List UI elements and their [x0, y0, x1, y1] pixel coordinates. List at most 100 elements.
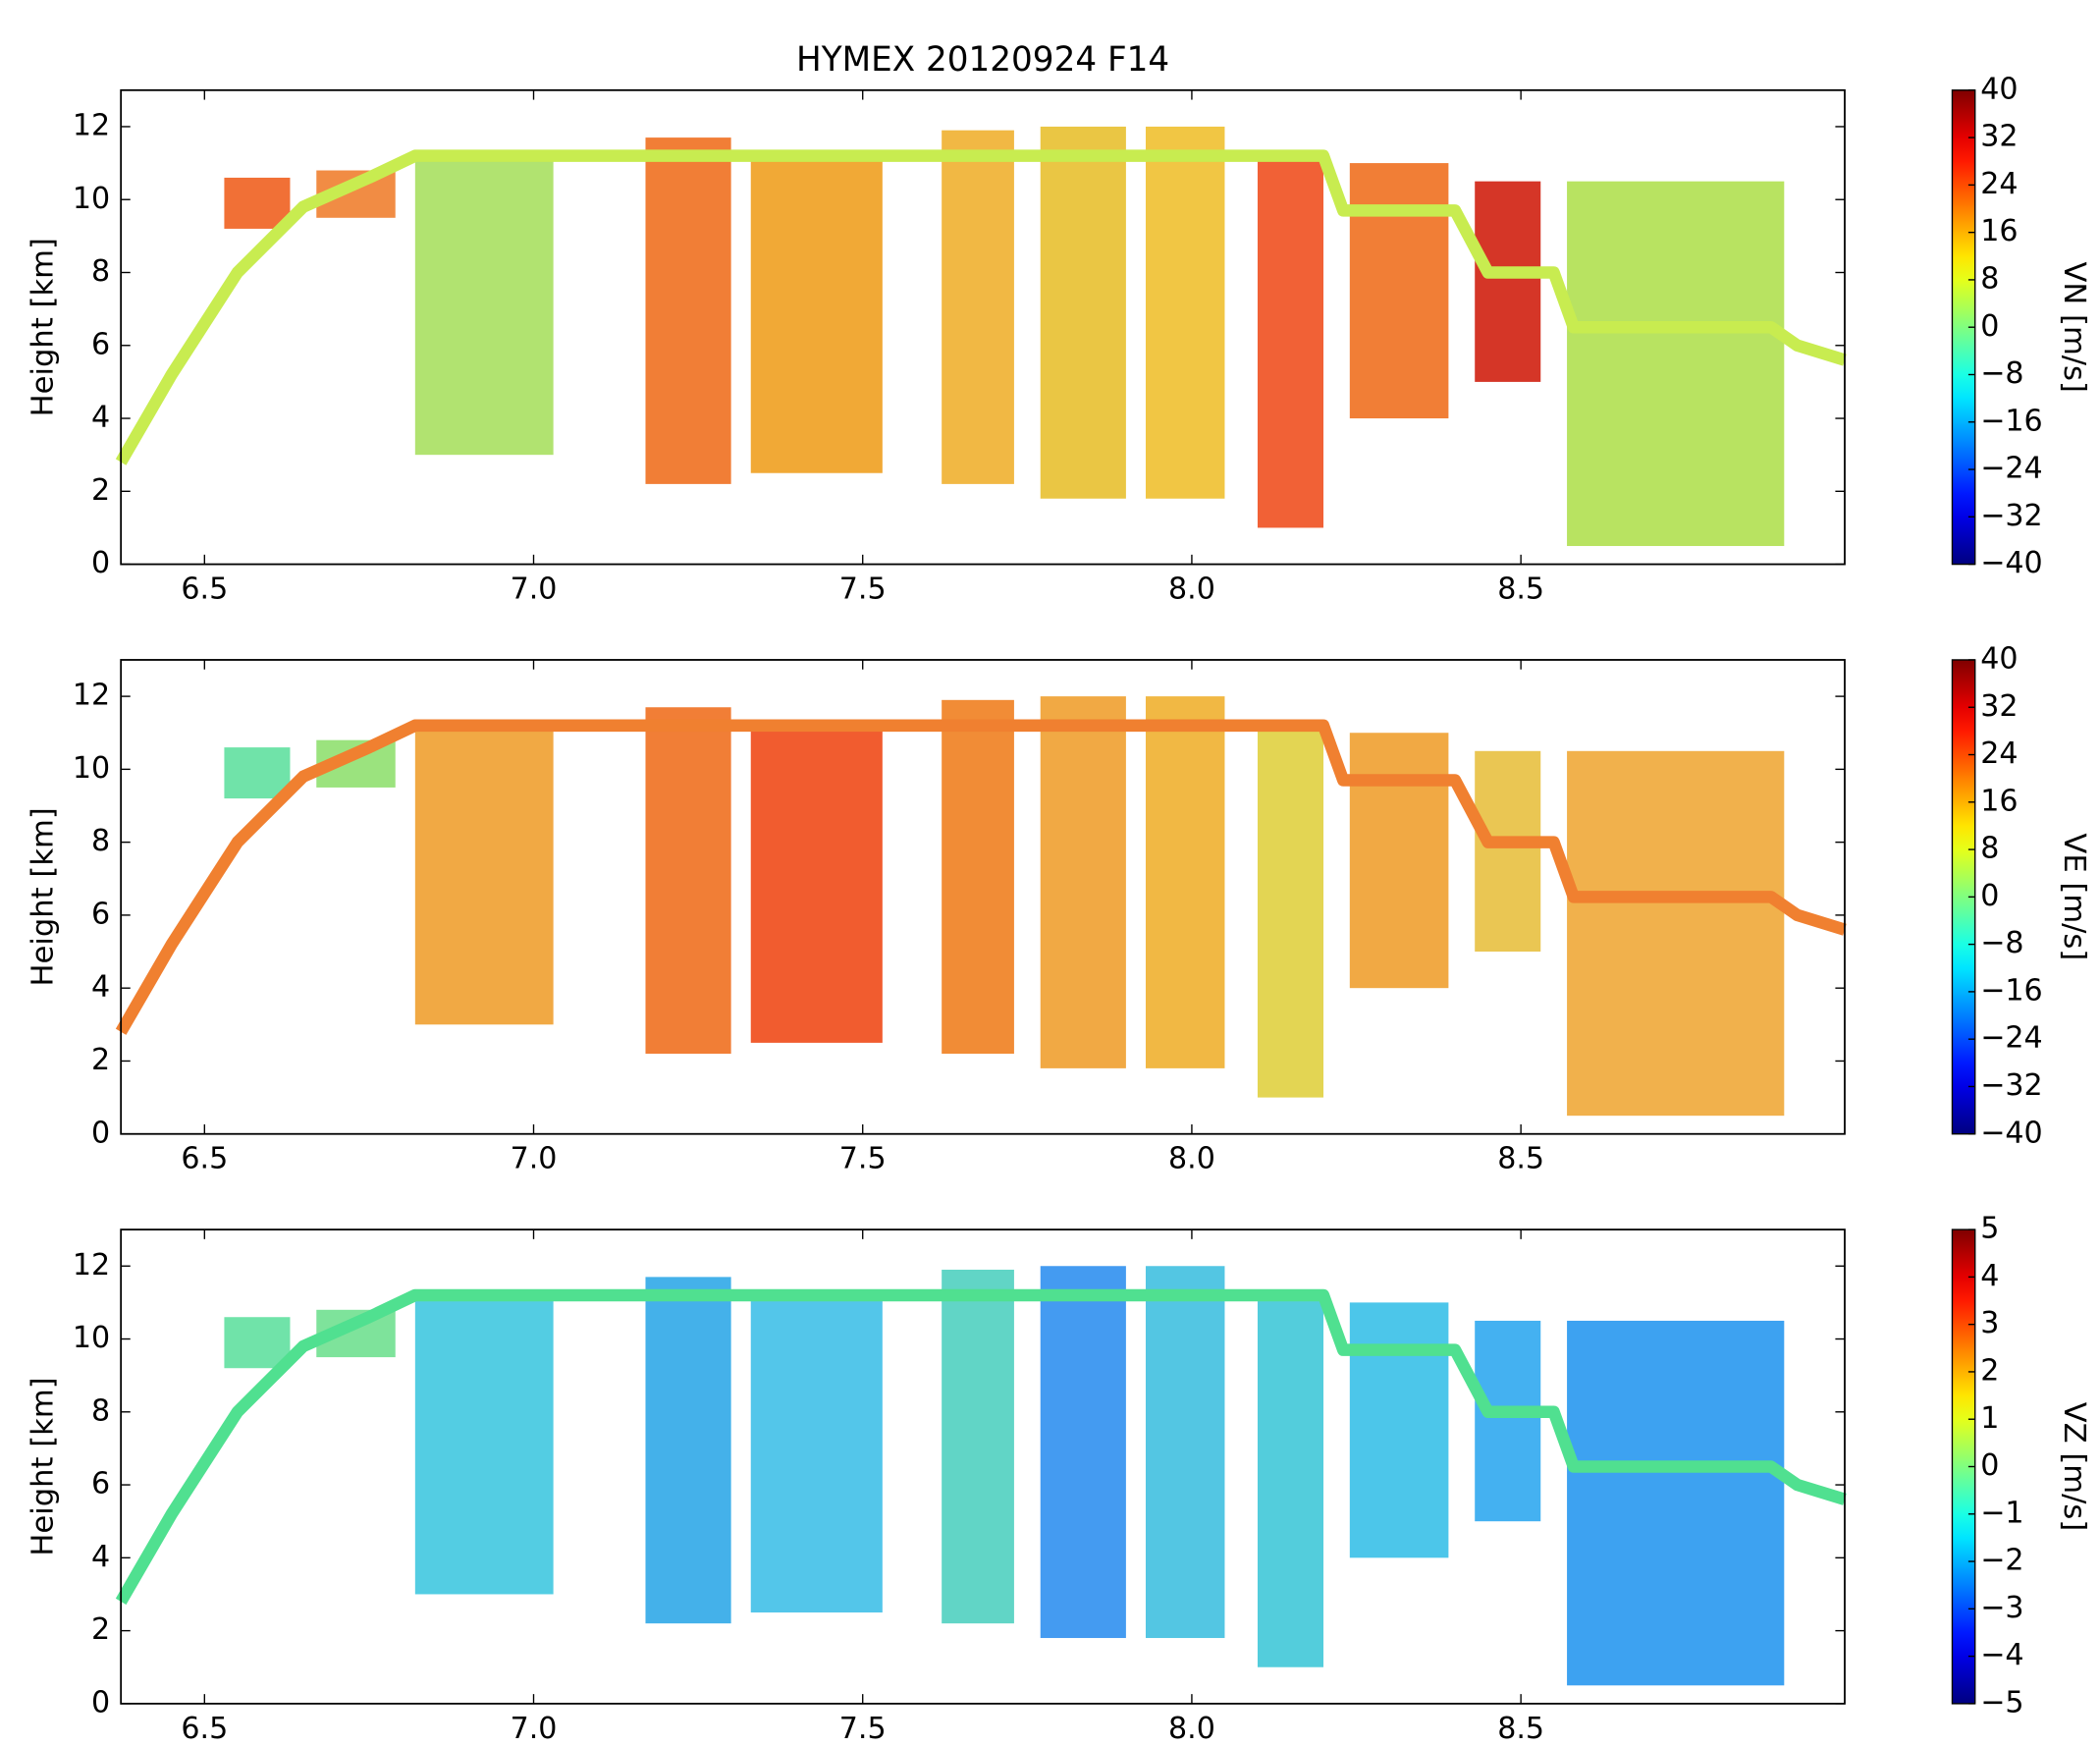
y-axis-label: Height [km] — [27, 807, 61, 986]
curtain — [1146, 1266, 1225, 1639]
curtain — [1349, 163, 1449, 419]
curtain — [1475, 1320, 1541, 1522]
x-tick-label: 8.0 — [1168, 572, 1215, 606]
y-tick-label: 12 — [73, 1248, 110, 1282]
curtain — [224, 177, 291, 229]
curtain — [750, 155, 883, 473]
x-tick-label: 7.0 — [511, 1712, 558, 1746]
y-tick-label: 10 — [73, 182, 110, 216]
y-tick-label: 2 — [91, 1612, 110, 1647]
colorbar-tick-label: −5 — [1980, 1685, 2023, 1719]
colorbar-tick-label: −40 — [1980, 1116, 2043, 1150]
curtain — [1257, 725, 1324, 1098]
flight-track — [115, 719, 1847, 1035]
x-tick-label: 8.0 — [1168, 1142, 1215, 1176]
colorbar-tick-label: −8 — [1980, 926, 2023, 960]
y-tick-label: 0 — [91, 546, 110, 580]
curtain — [414, 1294, 554, 1595]
curtain — [750, 1294, 883, 1613]
y-axis-label: Height [km] — [27, 1377, 61, 1555]
y-tick-label: 2 — [91, 1043, 110, 1077]
colorbar-tick-label: −32 — [1980, 499, 2043, 533]
curtain — [1040, 126, 1126, 499]
curtain — [1475, 181, 1541, 382]
y-tick-label: 12 — [73, 108, 110, 142]
colorbar-tick-label: −1 — [1980, 1496, 2023, 1530]
colorbar-tick-label: 2 — [1980, 1353, 1999, 1388]
colorbar-label: VN [m/s] — [2057, 261, 2091, 392]
colorbar-tick-label: −8 — [1980, 356, 2023, 391]
curtain — [1146, 696, 1225, 1068]
curtain — [224, 747, 291, 799]
y-tick-label: 8 — [91, 1393, 110, 1428]
x-tick-label: 6.5 — [181, 1142, 228, 1176]
colorbar-tick-label: 32 — [1980, 119, 2018, 153]
x-tick-label: 6.5 — [181, 572, 228, 606]
x-tick-label: 7.0 — [511, 1142, 558, 1176]
colorbar-tick-label: −2 — [1980, 1543, 2023, 1577]
colorbar-tick-label: −24 — [1980, 1021, 2043, 1056]
x-tick-label: 8.5 — [1497, 1142, 1544, 1176]
x-tick-label: 6.5 — [181, 1712, 228, 1746]
colorbar-tick-label: 32 — [1980, 689, 2018, 724]
colorbar-tick-label: 5 — [1980, 1211, 1999, 1245]
colorbar-tick-label: 24 — [1980, 167, 2018, 201]
x-tick-label: 7.5 — [839, 572, 887, 606]
colorbar-tick-label: 16 — [1980, 784, 2018, 818]
colorbar-tick-label: 0 — [1980, 309, 1999, 344]
curtain — [1349, 1302, 1449, 1558]
panel: 6.5 7.0 7.5 8.0 8.5 0 24 6 8 10 12 HYMEX 20120924 F… — [27, 40, 2091, 607]
curtain — [1040, 1266, 1126, 1639]
y-tick-label: 10 — [73, 751, 110, 786]
curtain — [414, 155, 554, 456]
y-tick-label: 4 — [91, 970, 110, 1005]
plot-frame — [120, 659, 1846, 1135]
y-tick-label: 10 — [73, 1321, 110, 1355]
colorbar-tick-label: −16 — [1980, 404, 2043, 438]
colorbar-tick-label: −24 — [1980, 451, 2043, 485]
colorbar-label: VZ [m/s] — [2057, 1402, 2091, 1532]
colorbar-tick-label: −4 — [1980, 1638, 2023, 1672]
chart-title: HYMEX 20120924 F14 — [796, 40, 1169, 80]
colorbar-tick-label: 0 — [1980, 1448, 1999, 1483]
colorbar-tick-label: −16 — [1980, 973, 2043, 1008]
curtain — [1040, 696, 1126, 1068]
curtain — [1146, 126, 1225, 499]
y-axis-label: Height [km] — [27, 238, 61, 416]
colorbar-tick-label: 1 — [1980, 1401, 1999, 1436]
colorbar-tick-label: 4 — [1980, 1259, 1999, 1293]
colorbar-tick-label: −3 — [1980, 1591, 2023, 1625]
y-tick-label: 8 — [91, 254, 110, 289]
y-tick-label: 0 — [91, 1116, 110, 1150]
plot-frame — [120, 1228, 1846, 1705]
y-tick-label: 6 — [91, 1466, 110, 1500]
curtain — [942, 1269, 1014, 1624]
curtain — [1567, 181, 1785, 547]
y-tick-label: 8 — [91, 824, 110, 858]
y-tick-label: 12 — [73, 678, 110, 712]
colorbar-tick-label: −40 — [1980, 546, 2043, 580]
x-tick-label: 8.5 — [1497, 572, 1544, 606]
x-tick-label: 7.0 — [511, 572, 558, 606]
curtain — [1567, 1320, 1785, 1686]
curtain — [224, 1317, 291, 1369]
y-tick-label: 6 — [91, 897, 110, 931]
curtain — [414, 725, 554, 1025]
y-tick-label: 4 — [91, 1540, 110, 1574]
curtain — [645, 1277, 731, 1624]
curtain — [942, 699, 1014, 1055]
colorbar-tick-label: 8 — [1980, 261, 1999, 296]
x-tick-label: 8.0 — [1168, 1712, 1215, 1746]
y-tick-label: 6 — [91, 327, 110, 361]
colorbar-label: VE [m/s] — [2057, 833, 2091, 960]
colorbar-tick-label: 0 — [1980, 879, 1999, 913]
colorbar-tick-label: −32 — [1980, 1068, 2043, 1103]
curtain — [645, 707, 731, 1055]
plot-frame — [120, 88, 1846, 566]
colorbar-tick-label: 40 — [1980, 72, 2018, 106]
colorbar-tick-label: 8 — [1980, 831, 1999, 865]
flight-track — [115, 1288, 1847, 1606]
